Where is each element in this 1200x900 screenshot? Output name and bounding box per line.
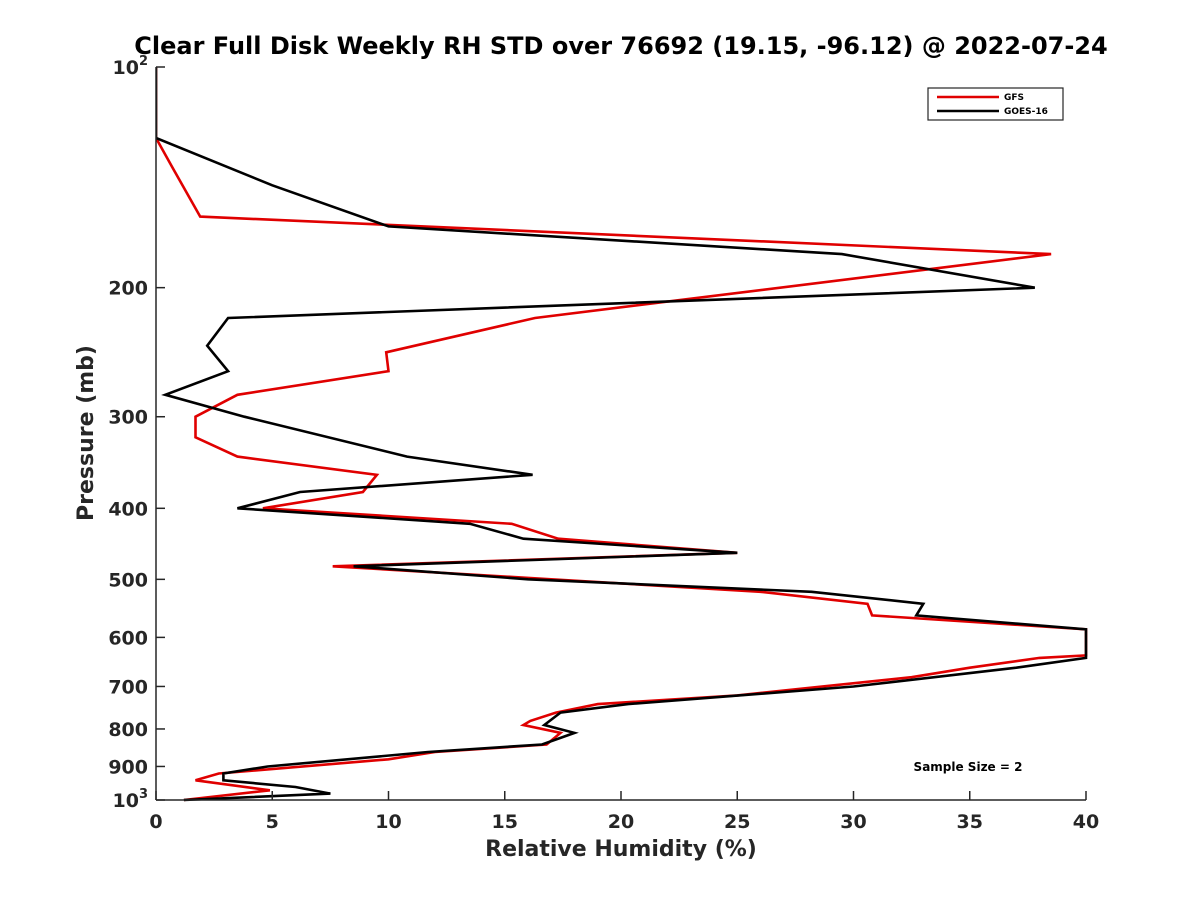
y-tick-label: 800: [108, 719, 148, 741]
series-line-goes-16: [156, 67, 1088, 802]
x-tick-label: 0: [149, 811, 162, 833]
y-tick-label: 400: [108, 498, 148, 520]
x-tick-label: 35: [957, 811, 983, 833]
x-tick-label: 30: [840, 811, 866, 833]
x-tick-label: 10: [375, 811, 401, 833]
axes-layer: 0 5 10 15 20 25 30 35 40 102 200 300 400 500 600 700 800…: [108, 54, 1099, 833]
series-layer: [156, 67, 1088, 802]
series-line-gfs: [156, 67, 1088, 802]
legend-label-goes-16: GOES-16: [1004, 107, 1048, 117]
legend-box: [927, 87, 1064, 121]
x-tick-label: 40: [1073, 811, 1099, 833]
y-tick-label: 600: [108, 627, 148, 649]
y-tick-label: 500: [108, 569, 148, 591]
y-tick-label: 900: [108, 756, 148, 778]
chart-title: Clear Full Disk Weekly RH STD over 76692…: [134, 32, 1107, 60]
x-tick-label: 25: [724, 811, 750, 833]
legend-label-gfs: GFS: [1004, 93, 1024, 103]
x-tick-label: 20: [608, 811, 634, 833]
y-tick-label: 103: [113, 787, 149, 812]
y-axis-label: Pressure (mb): [74, 345, 99, 521]
y-tick-label: 200: [108, 278, 148, 300]
x-axis-label: Relative Humidity (%): [485, 837, 757, 862]
legend: GFS GOES-16: [927, 87, 1064, 121]
x-tick-label: 15: [492, 811, 518, 833]
y-tick-label: 700: [108, 676, 148, 698]
x-tick-label: 5: [266, 811, 279, 833]
y-tick-label: 102: [113, 54, 149, 79]
sample-size-annotation: Sample Size = 2: [914, 760, 1023, 774]
y-tick-label: 300: [108, 407, 148, 429]
